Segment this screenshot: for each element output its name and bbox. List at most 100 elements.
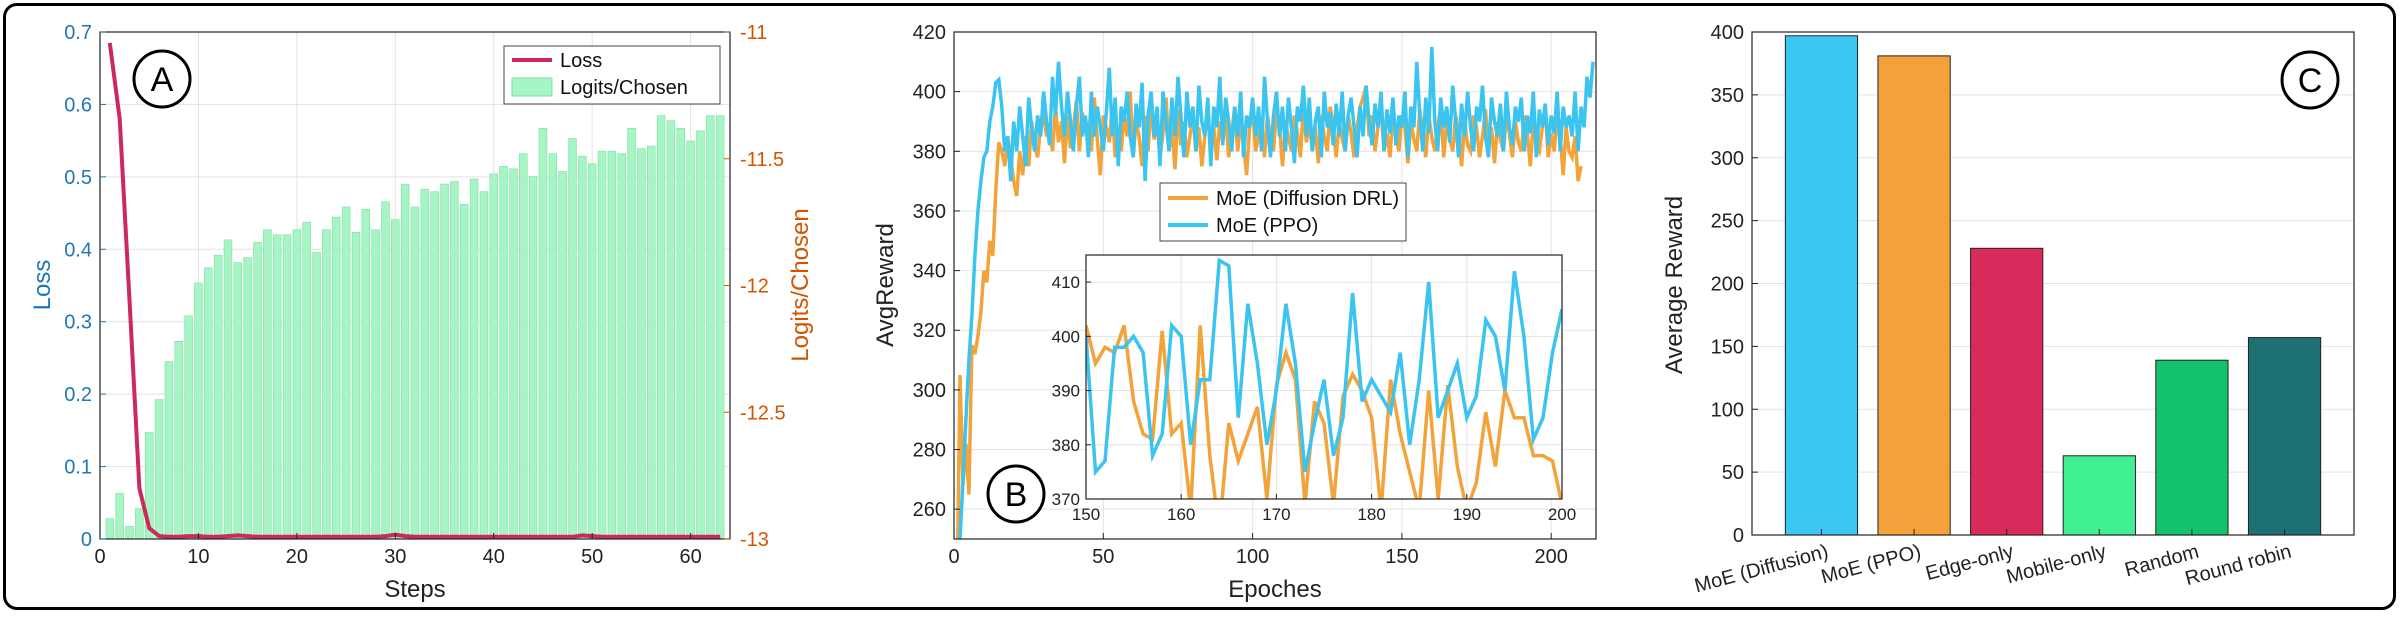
panel-a-logits-bar — [686, 140, 695, 540]
panel-a-logits-bar — [292, 229, 302, 540]
panel-a-x-axis-label: Steps — [384, 576, 445, 603]
panel-a-logits-bar — [194, 282, 203, 540]
panel-b-y-tick-label: 340 — [913, 261, 946, 283]
panel-a-logits-bar — [528, 176, 538, 540]
panel-a-logits-bars — [105, 115, 725, 540]
panel-b-legend: MoE (Diffusion DRL) MoE (PPO) — [1159, 182, 1407, 242]
panel-a-y-tick-label: 0.7 — [64, 22, 92, 44]
panel-a-logits-bar — [450, 181, 459, 540]
panel-a-logits-bar — [322, 229, 331, 540]
panel-c-bar — [1970, 247, 2044, 536]
panel-c-x-tick-label: Edge-only — [1923, 541, 2016, 586]
panel-b-y-tick-label: 400 — [913, 82, 946, 104]
panel-a-logits-bar — [410, 206, 420, 540]
panel-c-y-tick-label: 300 — [1711, 148, 1744, 170]
panel-b-inset-x-tick-label: 200 — [1548, 505, 1576, 524]
panel-a-legend-logits-swatch — [511, 77, 553, 97]
panel-a-y-tick-label: 0.3 — [64, 312, 92, 334]
panel-a-x-tick-label: 50 — [581, 546, 603, 568]
panel-c-x-tick-label: MoE (Diffusion) — [1692, 541, 1830, 598]
panel-a-loss-line — [107, 42, 721, 539]
panel-b-y-tick-label: 380 — [913, 141, 946, 163]
panel-a-logits-bar — [676, 128, 686, 540]
panel-c-bar — [2247, 337, 2322, 536]
panel-a-logits-bar — [135, 508, 144, 540]
panel-a-right-y-tick-label: -12.5 — [740, 402, 786, 424]
panel-a-y-tick-label: 0 — [81, 529, 92, 551]
panel-a-logits-bar — [223, 239, 233, 540]
panel-b-x-tick-label: 100 — [1236, 546, 1269, 568]
panel-a-logits-bar — [125, 526, 134, 540]
panel-c-y-tick-label: 400 — [1711, 22, 1744, 44]
panel-b-inset-x-ticks: 150 160 170 180 190 200 — [1072, 494, 1576, 524]
panel-b-x-tick-label: 150 — [1385, 546, 1418, 568]
panel-a-logits-bar — [213, 254, 223, 540]
panel-c-bar — [1784, 35, 1859, 536]
panel-b-y-tick-label: 300 — [913, 380, 946, 402]
panel-a-y-axis-label: Loss — [29, 260, 56, 311]
panel-b-inset-x-tick-label: 180 — [1357, 505, 1385, 524]
panel-b-inset-diffusion-line — [1086, 324, 1562, 499]
panel-a-left-y-ticks: 0 0.1 0.2 0.3 0.4 0.5 0.6 0.7 — [64, 22, 106, 551]
panel-a-right-y-ticks: -11 -11.5 -12 -12.5 -13 — [724, 22, 786, 551]
panel-a-logits-bar — [499, 166, 508, 540]
panel-b-inset-y-tick-label: 410 — [1052, 273, 1080, 292]
panel-c-y-tick-label: 100 — [1711, 399, 1744, 421]
panel-b-x-tick-label: 50 — [1092, 546, 1114, 568]
panel-a-logits-bar — [381, 201, 390, 540]
panel-b-plot-border — [953, 31, 1597, 540]
panel-a-badge-circle — [132, 49, 192, 109]
panel-c-x-tick-label: Mobile-only — [2004, 541, 2108, 589]
panel-b-y-tick-label: 260 — [913, 499, 946, 521]
panel-a-logits-bar — [420, 188, 430, 540]
panel-b-inset-x-tick-label: 190 — [1453, 505, 1481, 524]
panel-b-badge-label: B — [1005, 476, 1028, 514]
panel-a-logits-bar — [400, 183, 410, 540]
panel-a-logits-bar — [519, 153, 528, 540]
panel-a-badge-label: A — [151, 61, 174, 99]
panel-a-right-y-tick-label: -12 — [740, 276, 769, 298]
panel-a-x-ticks: 0 10 20 30 40 50 60 — [94, 533, 702, 568]
panel-a-x-tick-label: 40 — [483, 546, 505, 568]
panel-b-inset: 150 160 170 180 190 200 370 380 390 400 410 — [1052, 254, 1576, 524]
panel-a-logits-bar — [568, 138, 577, 540]
panel-c-badge-circle — [2280, 50, 2340, 110]
panel-a-x-tick-label: 60 — [680, 546, 702, 568]
panel-b-x-axis-label: Epoches — [1228, 576, 1321, 603]
panel-a-logits-bar — [272, 234, 282, 540]
panel-a-logits-bar — [479, 191, 489, 540]
panel-a-logits-bar — [312, 252, 321, 540]
panel-a-logits-bar — [263, 229, 272, 540]
panel-a-right-y-tick-label: -11.5 — [740, 149, 784, 171]
panel-b-inset-series — [1086, 257, 1562, 499]
panel-b-inset-ppo-line — [1086, 257, 1562, 477]
panel-a-logits-bar — [597, 150, 607, 540]
panel-a-logits-bar — [351, 231, 361, 540]
panel-c-badge: C — [2280, 50, 2340, 110]
panel-b-inset-y-tick-label: 400 — [1052, 327, 1080, 346]
panel-a-y-tick-label: 0.6 — [64, 94, 92, 116]
panel-c-bar — [2062, 455, 2136, 536]
panel-a-legend-loss-label: Loss — [560, 50, 602, 72]
panel-a-logits-bar — [696, 130, 705, 540]
panel-a-y-tick-label: 0.4 — [64, 239, 92, 261]
panel-a-x-tick-label: 0 — [94, 546, 105, 568]
panel-a-logits-bar — [469, 178, 479, 540]
panel-a-logits-bar — [459, 204, 469, 540]
panel-b-y-tick-label: 360 — [913, 201, 946, 223]
panel-a-right-y-tick-label: -11 — [740, 22, 767, 44]
panel-a-logits-bar — [233, 262, 243, 540]
panel-a-logits-bar — [164, 361, 174, 540]
panel-c-y-axis-label: Average Reward — [1661, 196, 1688, 374]
panel-b-inset-x-tick-label: 160 — [1167, 505, 1195, 524]
panel-b-inset-y-ticks: 370 380 390 400 410 — [1052, 273, 1091, 509]
panel-a-logits-bar — [656, 115, 666, 540]
panel-c-bar — [1877, 55, 1951, 536]
panel-a-logits-bar — [587, 163, 597, 540]
panel-b-y-tick-label: 420 — [913, 22, 946, 44]
panel-a-logits-bar — [578, 155, 587, 540]
panel-a-logits-bar — [637, 148, 646, 540]
panel-c-y-tick-label: 350 — [1711, 85, 1744, 107]
panel-a-logits-bar — [509, 168, 518, 540]
panel-b-ppo-line — [958, 46, 1595, 539]
